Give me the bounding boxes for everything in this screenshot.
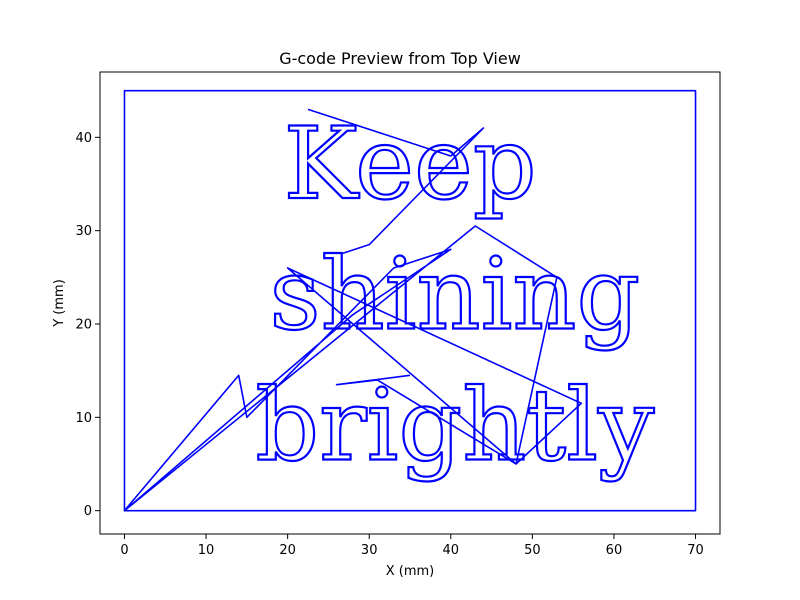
x-axis-label: X (mm) [386, 564, 435, 579]
engraved-text-keep: Keep [283, 107, 536, 222]
axes-frame [99, 71, 721, 535]
x-tick-label: 60 [606, 543, 623, 558]
travel-path-2 [307, 108, 485, 255]
x-tick-label: 0 [120, 543, 128, 558]
engraved-text-shining: shining [270, 238, 641, 353]
y-tick-label: 10 [75, 411, 92, 426]
y-axis-label: Y (mm) [52, 279, 67, 328]
y-tick-label: 0 [84, 504, 92, 519]
y-tick-label: 30 [75, 224, 92, 239]
x-tick-label: 20 [279, 543, 296, 558]
y-tick-label: 20 [75, 318, 92, 333]
x-tick-label: 50 [524, 543, 541, 558]
plot-area: Keep shining brightly [123, 89, 697, 512]
engraved-text-brightly: brightly [255, 368, 654, 483]
x-tick-label: 30 [361, 543, 378, 558]
chart-title: G-code Preview from Top View [279, 49, 521, 68]
travel-path-1 [123, 225, 583, 512]
x-tick-label: 10 [198, 543, 215, 558]
x-tick-label: 40 [443, 543, 460, 558]
x-axis: 0 10 20 30 40 50 60 70 [120, 534, 704, 558]
y-axis: 0 10 20 30 40 [75, 131, 100, 519]
x-tick-label: 70 [687, 543, 704, 558]
y-tick-label: 40 [75, 131, 92, 146]
border-path [123, 89, 697, 512]
